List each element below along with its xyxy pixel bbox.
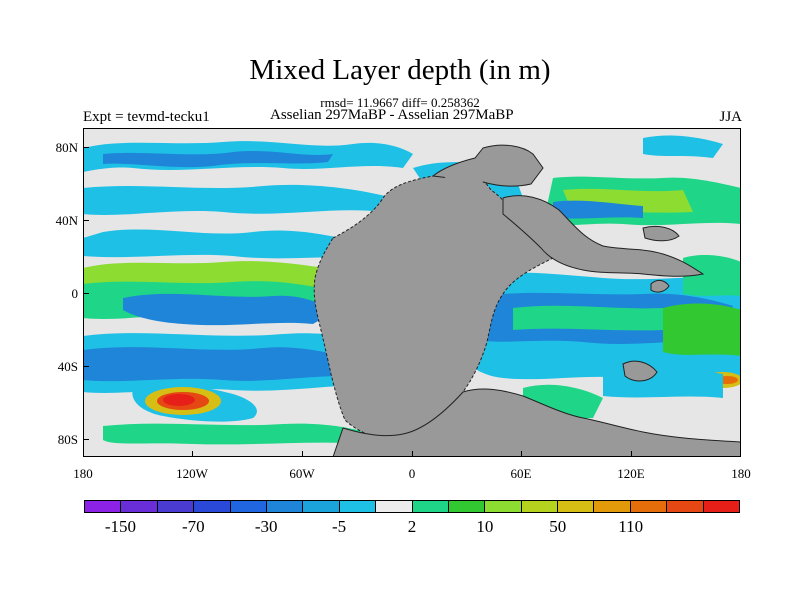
colorbar-label: -70 — [181, 517, 205, 536]
colorbar-swatch — [594, 501, 631, 512]
colorbar-swatch — [376, 501, 413, 512]
y-tick-mark — [83, 293, 89, 294]
field-east-green — [663, 303, 741, 356]
land-eurasia-south — [502, 195, 705, 277]
field-southern-green — [103, 423, 373, 445]
comparison-label: Asselian 297MaBP - Asselian 297MaBP — [270, 107, 514, 123]
chart-title: Mixed Layer depth (in m) — [249, 54, 551, 86]
colorbar-swatch — [121, 501, 158, 512]
x-tick-mark — [192, 451, 193, 457]
colorbar-swatch — [230, 501, 267, 512]
colorbar-label: -5 — [332, 517, 347, 536]
colorbar-swatch — [339, 501, 377, 512]
y-tick-mark — [83, 439, 89, 440]
y-tick-label: 0 — [71, 286, 79, 301]
y-tick-label: 40N — [55, 213, 78, 228]
field-blue-band-tropic — [83, 229, 383, 259]
colorbar-swatch — [448, 501, 486, 512]
field-arctic-blue — [643, 135, 723, 158]
y-tick-mark — [83, 366, 89, 367]
y-tick-label: 40S — [57, 359, 78, 374]
colorbar-swatch — [266, 501, 304, 512]
colorbar-swatch — [412, 501, 449, 512]
colorbar — [84, 500, 740, 513]
colorbar-label: 110 — [618, 517, 644, 536]
land-pangaea-west — [313, 167, 554, 441]
x-tick-label: 120E — [617, 466, 645, 481]
y-tick-label: 80N — [55, 140, 78, 155]
colorbar-label: 10 — [476, 517, 494, 536]
land-island-ne — [642, 225, 680, 242]
colorbar-swatch — [703, 501, 740, 512]
colorbar-swatch — [303, 501, 340, 512]
x-tick-mark — [631, 451, 632, 457]
land-island-east — [650, 279, 670, 293]
colorbar-swatch — [521, 501, 559, 512]
map-field-svg — [83, 128, 741, 457]
x-tick-label: 60W — [289, 466, 315, 481]
map-plot-area — [83, 128, 741, 457]
y-tick-mark — [83, 147, 89, 148]
field-blue-band-subtropic — [83, 184, 393, 215]
colorbar-swatch — [485, 501, 522, 512]
field-southern-blue-core — [83, 347, 373, 382]
field-blue-patch-south-pacific — [123, 293, 333, 326]
field-blue-band-north-core — [103, 151, 333, 168]
experiment-label: Expt = tevmd-tecku1 — [83, 109, 210, 125]
stats-line: rmsd= 11.9667 diff= 0.258362 — [320, 95, 480, 110]
x-tick-mark — [412, 451, 413, 457]
colorbar-swatch — [630, 501, 668, 512]
x-tick-label: 180 — [731, 466, 751, 481]
colorbar-label: -30 — [254, 517, 278, 536]
field-east-tropic-green — [683, 255, 741, 296]
land-south-polar — [332, 388, 741, 457]
colorbar-swatch — [157, 501, 195, 512]
colorbar-swatch — [194, 501, 231, 512]
season-label: JJA — [719, 109, 742, 125]
colorbar-label: -150 — [104, 517, 137, 536]
colorbar-swatch — [558, 501, 595, 512]
x-tick-label: 120W — [176, 466, 208, 481]
y-tick-label: 80S — [57, 432, 78, 447]
x-tick-label: 0 — [408, 466, 416, 481]
field-hotspot-core — [163, 394, 195, 406]
land-island-south — [622, 360, 658, 382]
x-tick-label: 60E — [510, 466, 532, 481]
colorbar-label: 2 — [407, 517, 417, 536]
colorbar-label: 50 — [549, 517, 567, 536]
colorbar-swatch — [85, 501, 122, 512]
field-tethys-green — [513, 305, 663, 331]
x-tick-label: 180 — [73, 466, 93, 481]
x-tick-mark — [302, 451, 303, 457]
x-tick-mark — [521, 451, 522, 457]
y-tick-mark — [83, 220, 89, 221]
field-eurasia-blue — [553, 200, 643, 219]
land-island-north — [443, 172, 483, 192]
colorbar-swatch — [667, 501, 704, 512]
